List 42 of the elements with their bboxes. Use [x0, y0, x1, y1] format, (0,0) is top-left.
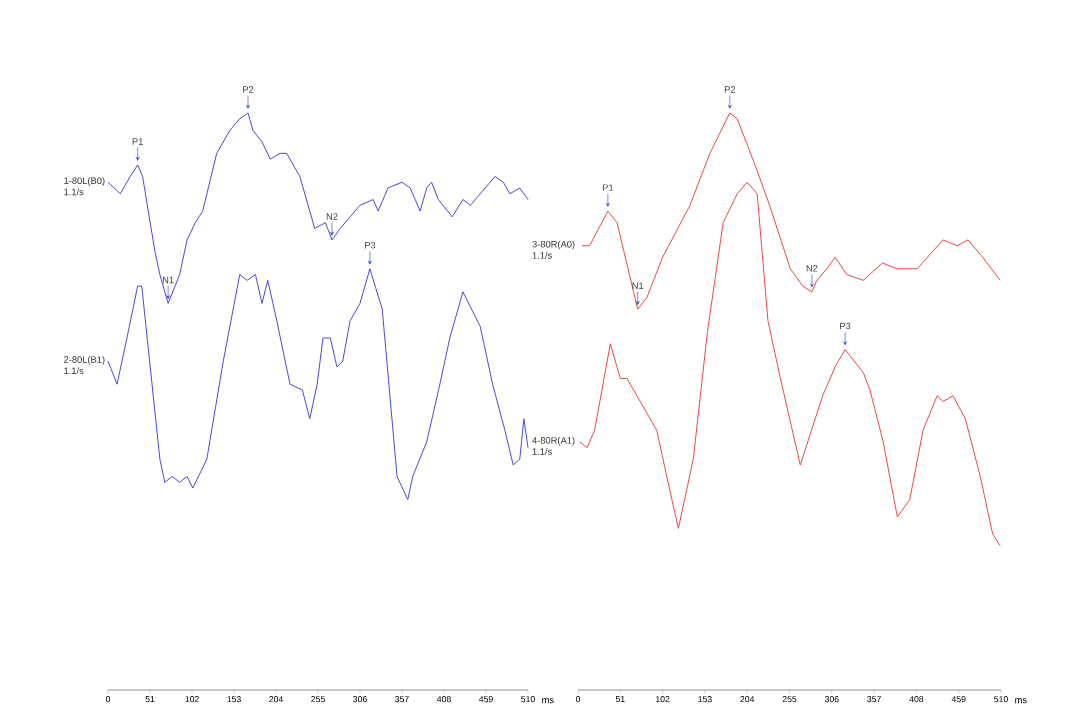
x-tick-label: 102: [656, 696, 670, 703]
x-axis-title: ms: [542, 698, 554, 704]
annotation: P3: [364, 241, 376, 249]
annotation: N2: [326, 213, 338, 220]
x-tick-label: 204: [740, 696, 755, 703]
x-tick-label: 51: [145, 696, 155, 703]
annotation: P1: [132, 138, 143, 145]
series-label: 1-80L(B0): [64, 177, 105, 186]
series-label: 3-80R(A0): [532, 240, 575, 250]
text: 1.1/s: [532, 251, 552, 259]
annotation: N1: [632, 282, 644, 289]
x-tick-label: 0: [105, 696, 111, 703]
annotation: P2: [724, 86, 736, 93]
x-tick-label: 459: [951, 696, 966, 703]
annotation: P3: [840, 322, 851, 330]
text: 1.1/s: [64, 367, 84, 375]
x-tick-label: 357: [395, 696, 409, 703]
annotation: N2: [806, 265, 818, 272]
x-tick-label: 153: [227, 696, 241, 703]
x-tick-label: 153: [698, 696, 712, 703]
x-tick-label: 459: [478, 696, 493, 703]
x-tick-label: 510: [994, 696, 1008, 703]
x-tick-label: 204: [269, 696, 283, 703]
x-tick-label: 408: [436, 696, 451, 703]
x-axis-title: ms: [1015, 698, 1027, 704]
annotation: P1: [602, 184, 614, 191]
series-label: 2-80L(B1): [64, 356, 105, 365]
x-tick-label: 51: [615, 696, 625, 703]
x-tick-label: 255: [782, 696, 797, 703]
x-tick-label: 0: [575, 696, 581, 703]
x-tick-label: 510: [521, 696, 535, 703]
x-tick-label: 408: [909, 696, 924, 703]
x-tick-label: 306: [824, 696, 839, 703]
text: 1.1/s: [532, 448, 552, 455]
text: 1.1/s: [64, 188, 84, 196]
annotation: N1: [162, 276, 174, 284]
x-tick-label: 306: [353, 696, 367, 703]
annotation: P2: [243, 86, 254, 93]
x-tick-label: 102: [185, 696, 199, 703]
x-tick-label: 357: [867, 696, 881, 703]
x-tick-label: 255: [311, 696, 325, 703]
series-label: 4-80R(A1): [532, 436, 575, 446]
